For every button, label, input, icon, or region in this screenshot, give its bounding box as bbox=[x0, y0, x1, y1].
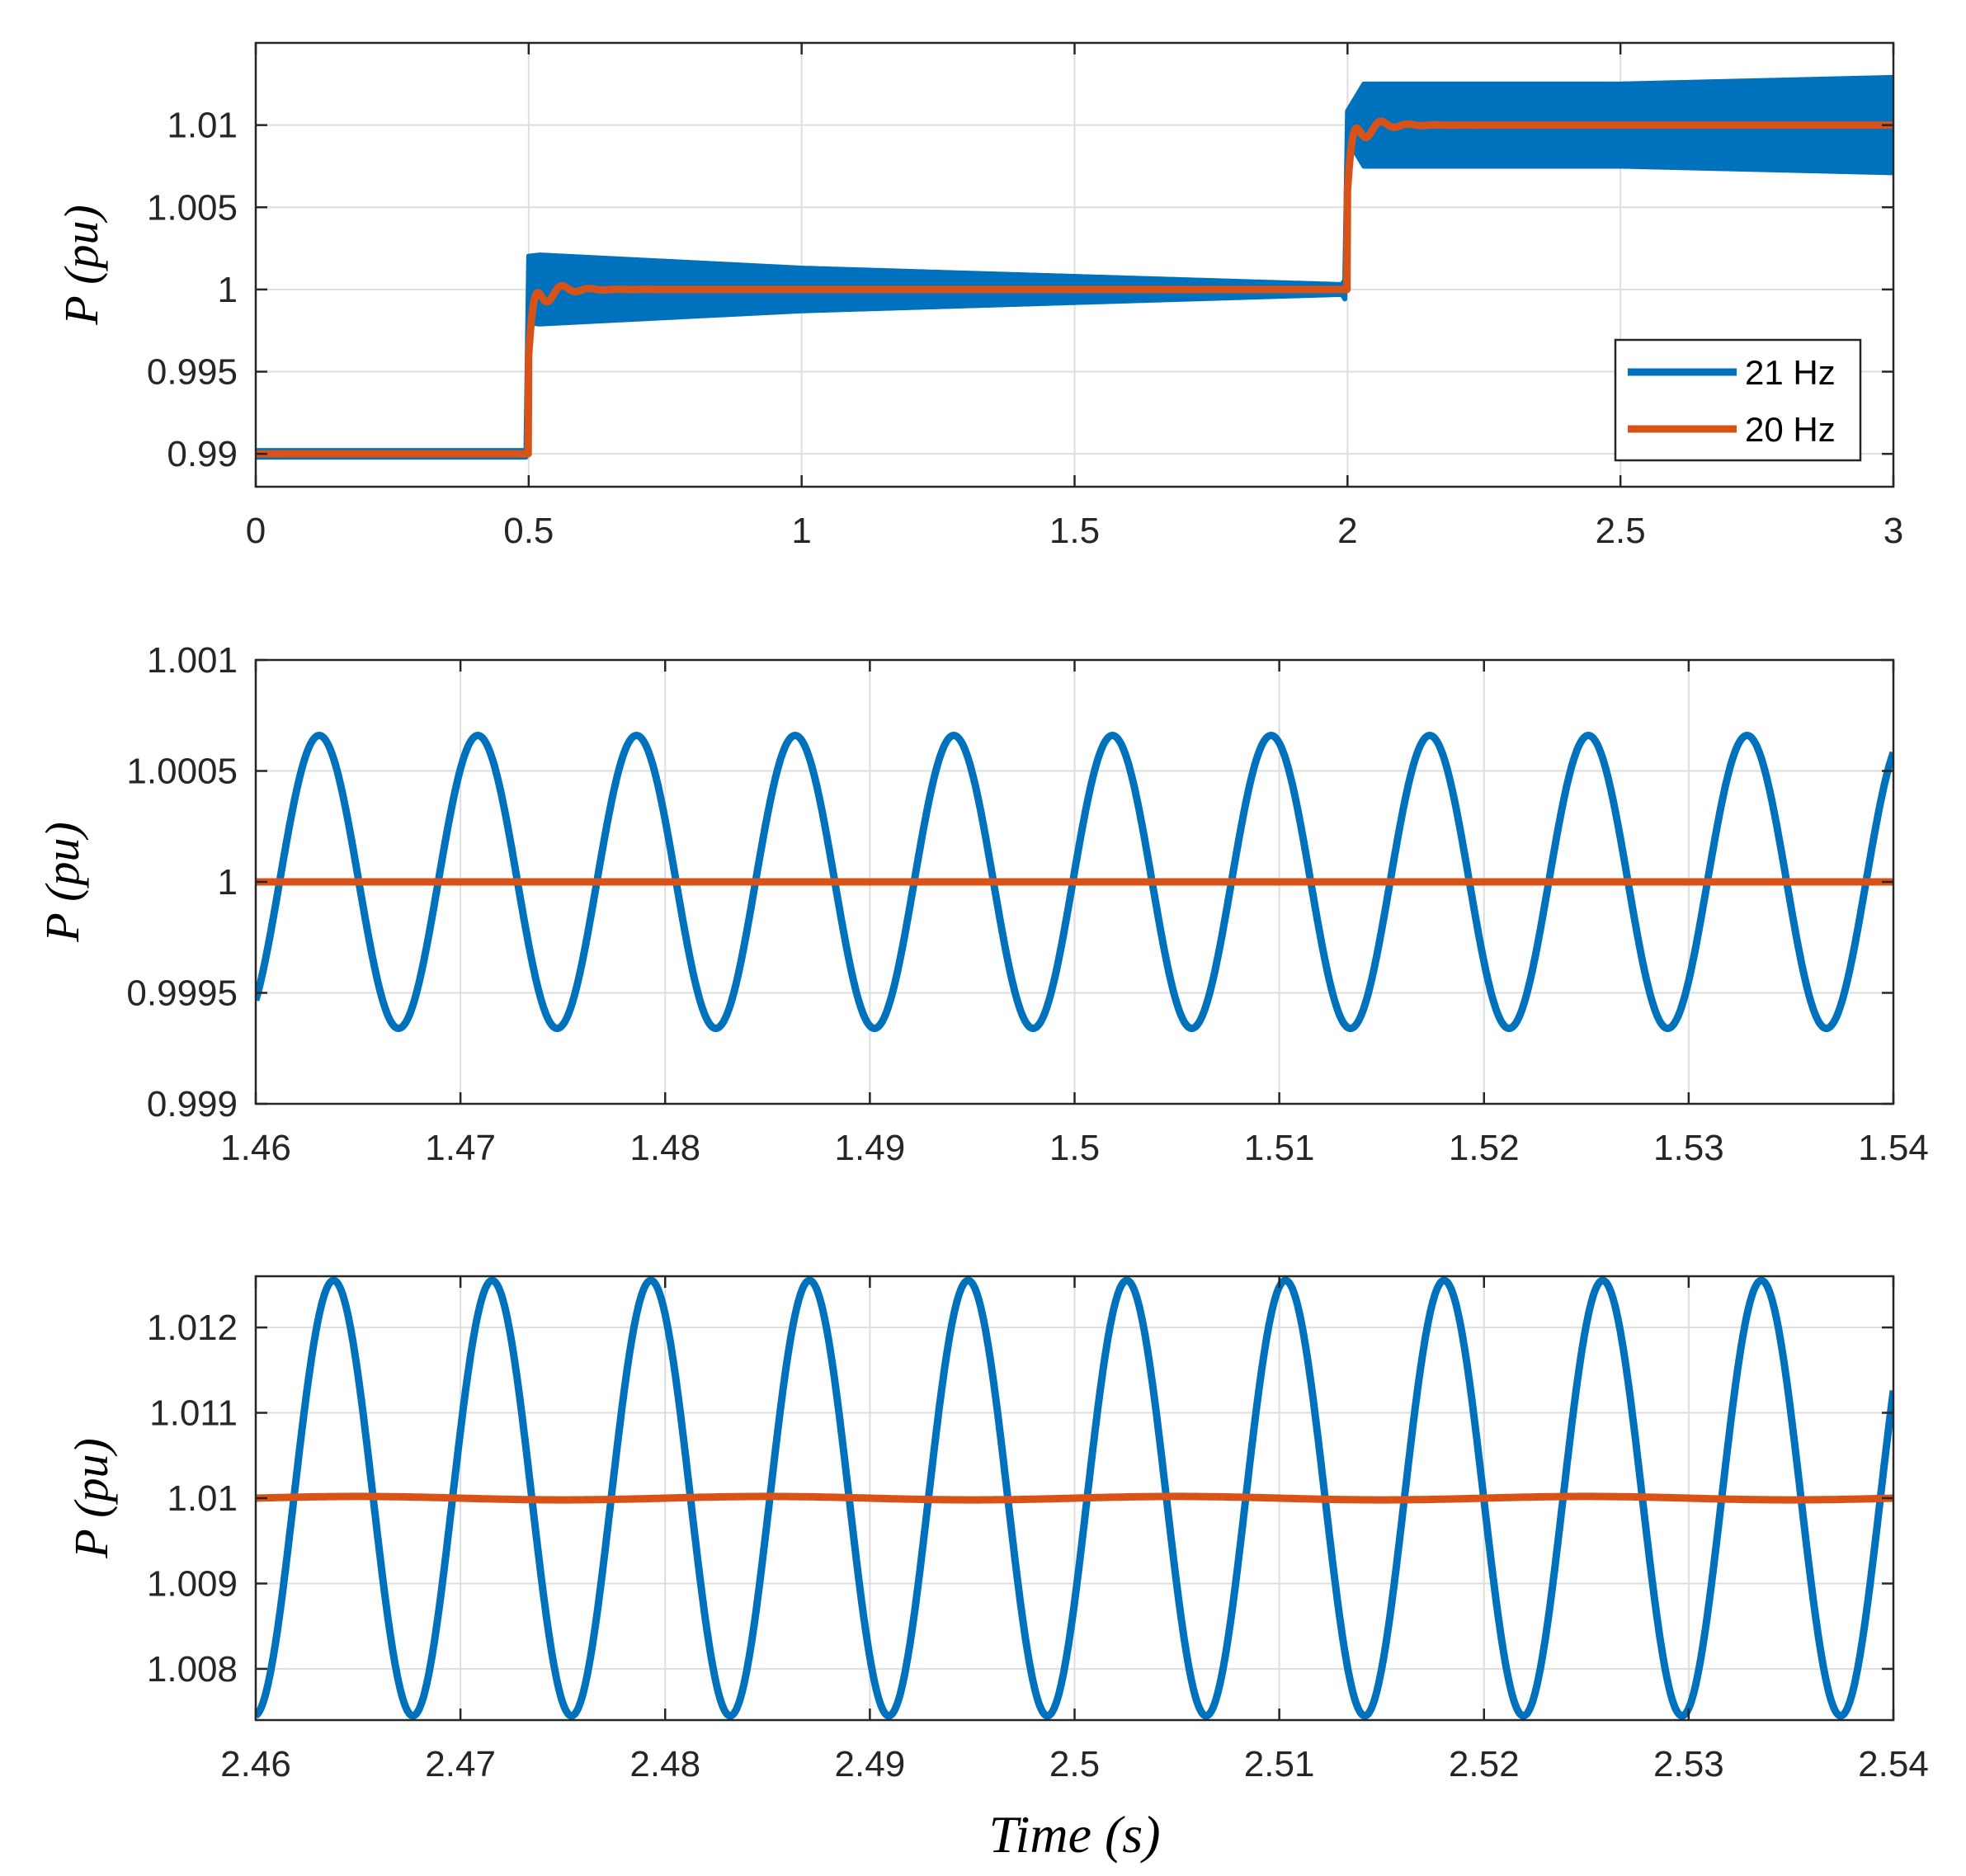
y-tick-label: 1.009 bbox=[147, 1563, 238, 1604]
y-tick-label: 1.011 bbox=[149, 1393, 238, 1434]
y-tick-label: 0.9995 bbox=[126, 973, 238, 1014]
series-21hz-line bbox=[256, 732, 1893, 1032]
middle-panel-ylabel: P (pu) bbox=[35, 822, 89, 943]
x-tick-label: 2 bbox=[1337, 511, 1357, 551]
x-tick-label: 2.5 bbox=[1596, 511, 1646, 551]
x-tick-label: 0.5 bbox=[503, 511, 554, 551]
x-tick-label: 1.47 bbox=[425, 1128, 496, 1168]
x-tick-label: 1.48 bbox=[629, 1128, 700, 1168]
x-tick-label: 2.5 bbox=[1049, 1744, 1100, 1784]
x-tick-label: 1.53 bbox=[1653, 1128, 1724, 1168]
y-tick-label: 1.008 bbox=[147, 1649, 238, 1690]
bottom-panel: 2.46 2.47 2.48 2.49 2.5 2.51 2.52 2.53 2.54 1.008… bbox=[64, 1275, 1929, 1864]
x-tick-label: 2.51 bbox=[1244, 1744, 1315, 1784]
y-tick-label: 1 bbox=[218, 862, 238, 903]
x-tick-label: 2.52 bbox=[1449, 1744, 1520, 1784]
y-tick-label: 0.995 bbox=[147, 352, 238, 393]
x-tick-label: 1.54 bbox=[1858, 1128, 1929, 1168]
y-tick-label: 1.001 bbox=[147, 640, 238, 681]
bottom-panel-xlabel: Time (s) bbox=[989, 1805, 1161, 1864]
x-tick-label: 2.46 bbox=[220, 1744, 291, 1784]
legend-box bbox=[1614, 338, 1862, 462]
y-tick-label: 1.0005 bbox=[126, 752, 238, 792]
y-tick-label: 1.012 bbox=[147, 1308, 238, 1348]
x-tick-label: 1.51 bbox=[1244, 1128, 1315, 1168]
x-tick-label: 2.48 bbox=[629, 1744, 700, 1784]
y-tick-label: 0.99 bbox=[167, 434, 238, 474]
x-tick-label: 1 bbox=[791, 511, 811, 551]
y-tick-label: 1.005 bbox=[147, 187, 238, 228]
top-panel-ylabel: P (pu) bbox=[54, 205, 108, 326]
x-tick-label: 2.54 bbox=[1858, 1744, 1929, 1784]
series-21hz-band bbox=[256, 74, 1893, 460]
y-tick-label: 1.01 bbox=[167, 1478, 238, 1519]
middle-panel: 1.46 1.47 1.48 1.49 1.5 1.51 1.52 1.53 1.54 0.999… bbox=[35, 640, 1929, 1168]
legend: 21 Hz 20 Hz bbox=[1614, 338, 1862, 462]
y-tick-label: 1 bbox=[218, 270, 238, 310]
x-tick-label: 1.5 bbox=[1049, 511, 1100, 551]
bottom-panel-ylabel: P (pu) bbox=[64, 1438, 118, 1559]
legend-label-21hz: 21 Hz bbox=[1745, 353, 1836, 392]
x-tick-label: 2.49 bbox=[835, 1744, 906, 1784]
x-tick-label: 0 bbox=[246, 511, 266, 551]
x-tick-label: 1.46 bbox=[220, 1128, 291, 1168]
y-tick-label: 1.01 bbox=[167, 106, 238, 146]
y-tick-label: 0.999 bbox=[147, 1084, 238, 1124]
x-tick-label: 1.49 bbox=[835, 1128, 906, 1168]
series-20hz-line bbox=[256, 1492, 1893, 1504]
series-21hz-line bbox=[256, 1276, 1893, 1720]
x-tick-label: 1.52 bbox=[1449, 1128, 1520, 1168]
x-tick-label: 2.53 bbox=[1653, 1744, 1724, 1784]
x-tick-label: 2.47 bbox=[425, 1744, 496, 1784]
x-tick-label: 3 bbox=[1883, 511, 1903, 551]
series-20hz-line bbox=[256, 117, 1893, 458]
x-tick-label: 1.5 bbox=[1049, 1128, 1100, 1168]
legend-label-20hz: 20 Hz bbox=[1745, 410, 1836, 449]
